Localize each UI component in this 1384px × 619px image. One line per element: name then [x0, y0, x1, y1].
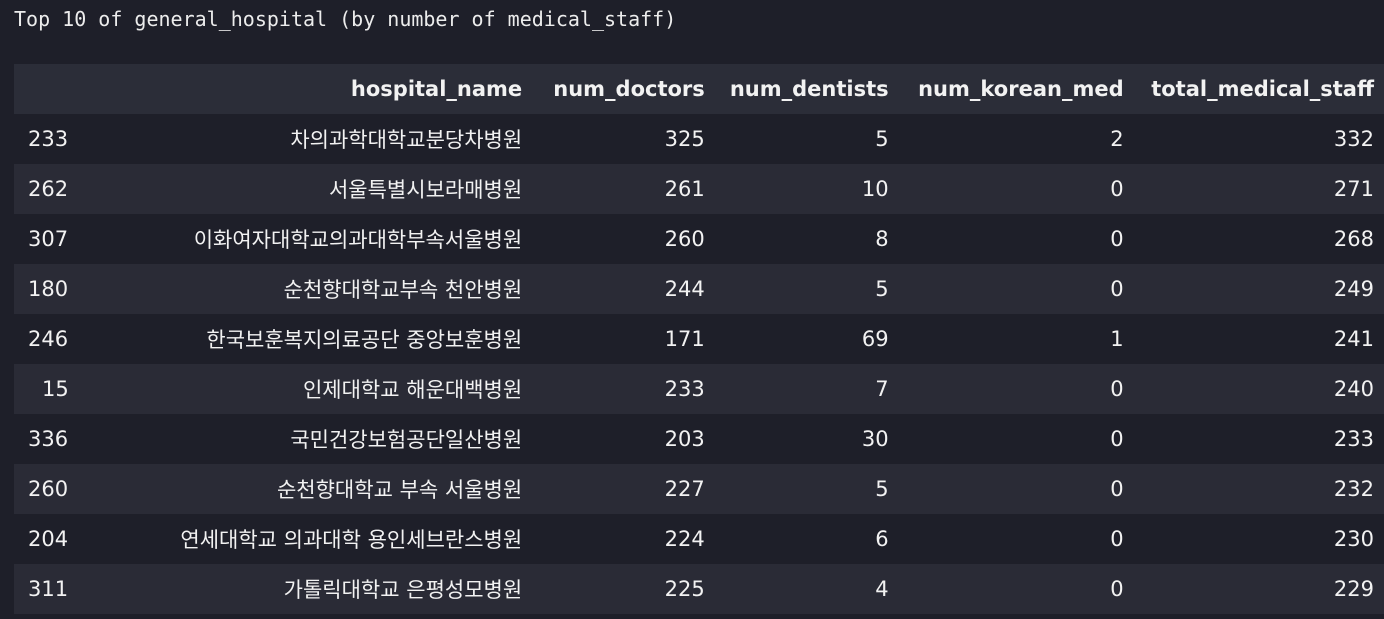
cell-hospital-name: 국민건강보험공단일산병원	[290, 428, 523, 452]
cell-num-doctors: 227	[664, 477, 705, 501]
row-index: 311	[28, 577, 69, 601]
cell-hospital-name: 이화여자대학교의과대학부속서울병원	[193, 228, 523, 252]
cell-hospital-name: 차의과학대학교분당차병원	[290, 128, 523, 152]
column-header-num-doctors: num_doctors	[532, 64, 715, 114]
cell-num-korean-med: 0	[1110, 377, 1124, 401]
table-row: 307 이화여자대학교의과대학부속서울병원 260 8 0 268	[14, 214, 1384, 264]
cell-total-medical-staff: 271	[1333, 177, 1374, 201]
cell-num-doctors: 171	[664, 327, 705, 351]
row-index: 233	[28, 127, 69, 151]
cell-num-doctors: 233	[664, 377, 705, 401]
row-index: 180	[28, 277, 69, 301]
cell-hospital-name: 인제대학교 해운대백병원	[302, 378, 523, 402]
cell-num-doctors: 225	[664, 577, 705, 601]
table-row: 336 국민건강보험공단일산병원 203 30 0 233	[14, 414, 1384, 464]
cell-hospital-name: 한국보훈복지의료공단 중앙보훈병원	[206, 328, 523, 352]
cell-num-dentists: 69	[861, 327, 889, 351]
cell-total-medical-staff: 241	[1333, 327, 1374, 351]
row-index: 262	[28, 177, 69, 201]
cell-num-korean-med: 0	[1110, 277, 1124, 301]
cell-total-medical-staff: 332	[1333, 127, 1374, 151]
table-row: 15 인제대학교 해운대백병원 233 7 0 240	[14, 364, 1384, 414]
cell-num-dentists: 5	[875, 127, 889, 151]
cell-hospital-name: 가톨릭대학교 은평성모병원	[283, 578, 523, 602]
cell-num-doctors: 261	[664, 177, 705, 201]
cell-num-dentists: 10	[861, 177, 889, 201]
cell-total-medical-staff: 240	[1333, 377, 1374, 401]
dataframe-table: hospital_name num_doctors num_dentists n…	[14, 64, 1384, 614]
cell-num-dentists: 5	[875, 477, 889, 501]
cell-hospital-name: 연세대학교 의과대학 용인세브란스병원	[180, 528, 523, 552]
cell-num-dentists: 8	[875, 227, 889, 251]
cell-hospital-name: 순천향대학교 부속 서울병원	[276, 478, 523, 502]
row-index: 336	[28, 427, 69, 451]
cell-num-korean-med: 0	[1110, 227, 1124, 251]
cell-total-medical-staff: 268	[1333, 227, 1374, 251]
column-header-index	[14, 64, 107, 114]
table-row: 260 순천향대학교 부속 서울병원 227 5 0 232	[14, 464, 1384, 514]
cell-num-korean-med: 0	[1110, 527, 1124, 551]
cell-total-medical-staff: 230	[1333, 527, 1374, 551]
table-row: 180 순천향대학교부속 천안병원 244 5 0 249	[14, 264, 1384, 314]
cell-num-doctors: 260	[664, 227, 705, 251]
table-header-row: hospital_name num_doctors num_dentists n…	[14, 64, 1384, 114]
cell-num-korean-med: 0	[1110, 577, 1124, 601]
cell-num-korean-med: 0	[1110, 177, 1124, 201]
cell-num-korean-med: 1	[1110, 327, 1124, 351]
cell-num-doctors: 224	[664, 527, 705, 551]
cell-total-medical-staff: 229	[1333, 577, 1374, 601]
table-row: 311 가톨릭대학교 은평성모병원 225 4 0 229	[14, 564, 1384, 614]
cell-num-doctors: 244	[664, 277, 705, 301]
row-index: 307	[28, 227, 69, 251]
cell-num-korean-med: 0	[1110, 427, 1124, 451]
cell-num-dentists: 4	[875, 577, 889, 601]
row-index: 204	[28, 527, 69, 551]
table-row: 204 연세대학교 의과대학 용인세브란스병원 224 6 0 230	[14, 514, 1384, 564]
table-row: 262 서울특별시보라매병원 261 10 0 271	[14, 164, 1384, 214]
column-header-total-medical-staff: total_medical_staff	[1133, 64, 1384, 114]
cell-total-medical-staff: 233	[1333, 427, 1374, 451]
column-header-num-dentists: num_dentists	[714, 64, 899, 114]
cell-num-dentists: 30	[861, 427, 889, 451]
row-index: 15	[42, 377, 69, 401]
table-row: 233 차의과학대학교분당차병원 325 5 2 332	[14, 114, 1384, 164]
row-index: 246	[28, 327, 69, 351]
cell-num-dentists: 6	[875, 527, 889, 551]
cell-num-korean-med: 2	[1110, 127, 1124, 151]
output-caption: Top 10 of general_hospital (by number of…	[14, 7, 677, 31]
cell-num-doctors: 203	[664, 427, 705, 451]
cell-num-korean-med: 0	[1110, 477, 1124, 501]
row-index: 260	[28, 477, 69, 501]
cell-total-medical-staff: 249	[1333, 277, 1374, 301]
table-row: 246 한국보훈복지의료공단 중앙보훈병원 171 69 1 241	[14, 314, 1384, 364]
cell-num-dentists: 5	[875, 277, 889, 301]
cell-hospital-name: 순천향대학교부속 천안병원	[283, 278, 523, 302]
column-header-hospital-name: hospital_name	[106, 64, 533, 114]
cell-num-dentists: 7	[875, 377, 889, 401]
cell-total-medical-staff: 232	[1333, 477, 1374, 501]
column-header-num-korean-med: num_korean_med	[898, 64, 1134, 114]
cell-num-doctors: 325	[664, 127, 705, 151]
cell-hospital-name: 서울특별시보라매병원	[328, 178, 523, 202]
